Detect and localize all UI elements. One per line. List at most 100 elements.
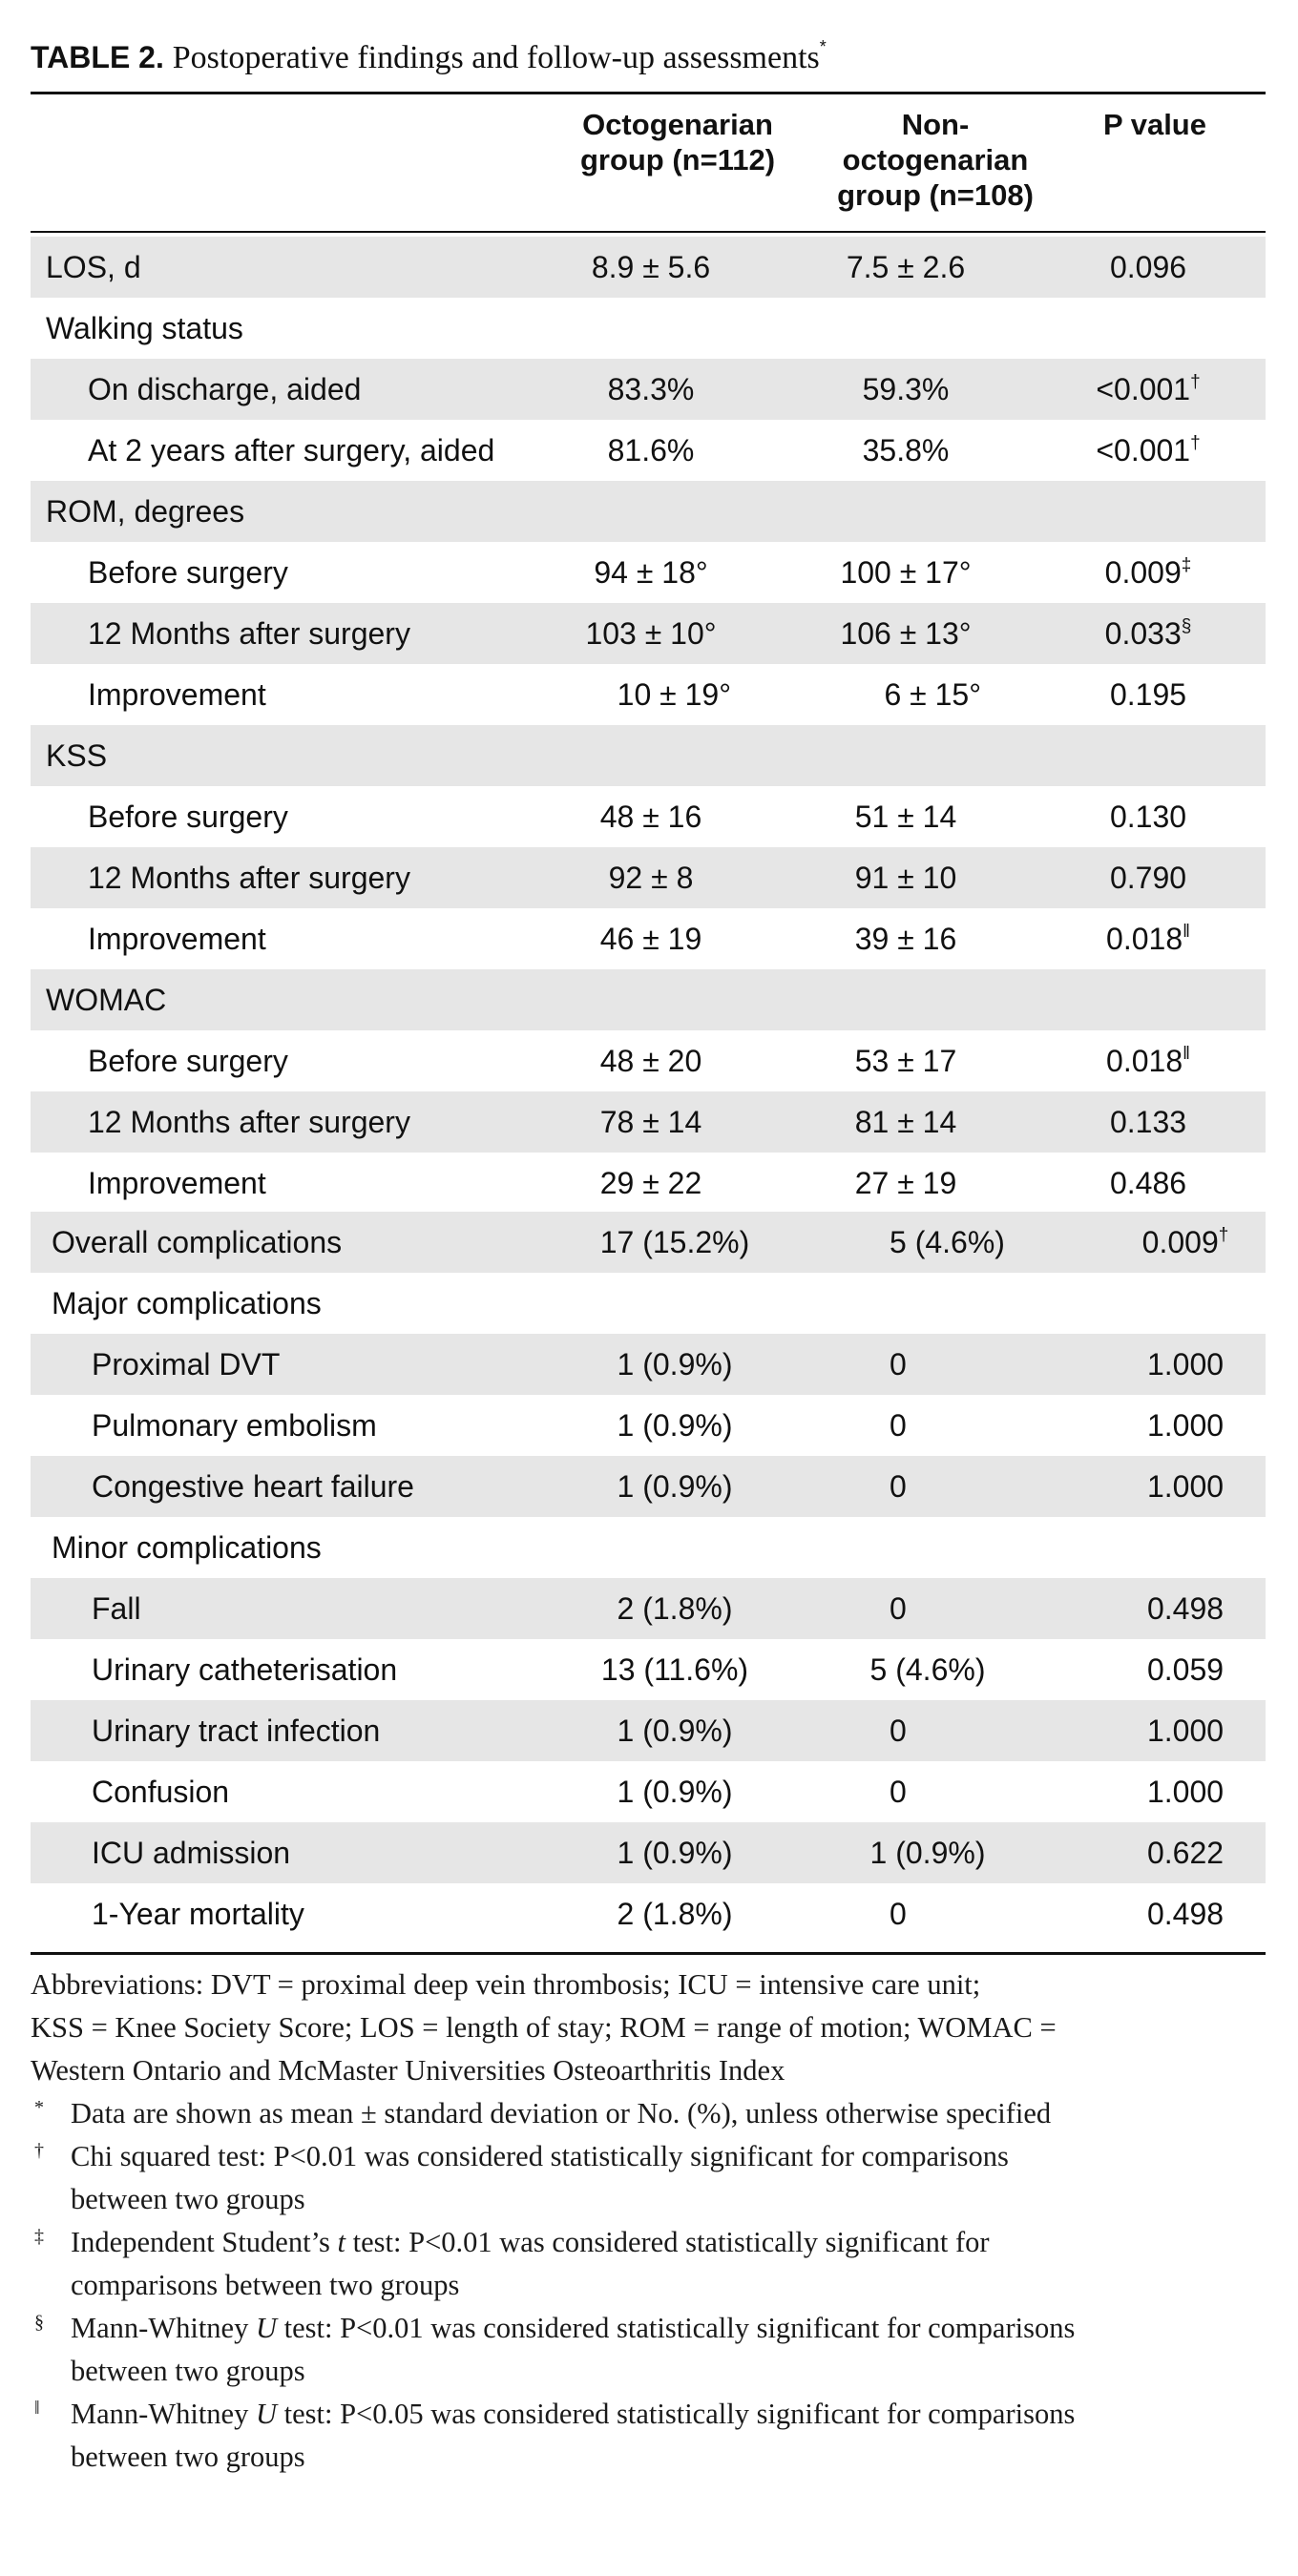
non-octogenarian-value <box>806 481 1006 542</box>
table-row: On discharge, aided 83.3% 59.3% <0.001† <box>31 359 1266 420</box>
footnote-section: § Mann-Whitney U test: P<0.01 was consid… <box>31 2307 1271 2393</box>
p-value-footnote-marker: † <box>1190 372 1201 392</box>
footnote-text: test: P<0.01 was considered statisticall… <box>345 2226 990 2258</box>
octogenarian-value: 1 (0.9%) <box>617 1836 733 1870</box>
table-row: ICU admission 1 (0.9%) 1 (0.9%) 0.622 <box>31 1822 1266 1883</box>
row-label: Walking status <box>46 311 243 345</box>
footnote-text: test: P<0.01 was considered statisticall… <box>277 2312 1076 2344</box>
row-label: ROM, degrees <box>46 494 245 529</box>
table-row: At 2 years after surgery, aided 81.6% 35.8… <box>31 420 1266 481</box>
p-value: <0.001† <box>1040 420 1256 481</box>
footnote-mark: * <box>34 2097 44 2118</box>
table-row: Before surgery 48 ± 16 51 ± 14 0.130 <box>31 786 1266 847</box>
non-octogenarian-value: 0 <box>890 1347 907 1381</box>
table-title: Postoperative findings and follow-up ass… <box>172 40 820 75</box>
non-octogenarian-value <box>806 298 1006 359</box>
p-value: 0.130 <box>1040 786 1256 847</box>
non-octogenarian-value: 0 <box>890 1469 907 1504</box>
p-value-footnote-marker: † <box>1190 433 1201 453</box>
p-value: <0.001† <box>1040 359 1256 420</box>
p-value: 1.000 <box>1090 1456 1281 1517</box>
table-row: Fall 2 (1.8%) 0 0.498 <box>31 1578 1266 1639</box>
table-section-row: Overall complications 17 (15.2%) 5 (4.6%) 0… <box>31 1212 1266 1273</box>
table-section-row: KSS <box>31 725 1266 786</box>
non-octogenarian-value: 0 <box>890 1775 907 1809</box>
table-row: Before surgery 94 ± 18° 100 ± 17° 0.009‡ <box>31 542 1266 603</box>
footnote-text: comparisons between two groups <box>71 2269 460 2301</box>
table-row: Improvement 29 ± 22 27 ± 19 0.486 <box>31 1153 1266 1214</box>
p-value-text: 0.498 <box>1146 1897 1225 1931</box>
octogenarian-value: 2 (1.8%) <box>617 1591 733 1626</box>
octogenarian-value: 81.6% <box>607 433 695 467</box>
table-row: Pulmonary embolism 1 (0.9%) 0 1.000 <box>31 1395 1266 1456</box>
p-value-text: 0.009 <box>1104 555 1182 590</box>
non-octogenarian-value: 0 <box>890 1591 907 1626</box>
abbreviations-line: Western Ontario and McMaster Universitie… <box>31 2054 785 2087</box>
non-octogenarian-value: 35.8% <box>862 433 950 467</box>
footnote-italic: U <box>255 2398 277 2430</box>
p-value: 0.009‡ <box>1040 542 1256 603</box>
non-octogenarian-value: 1 (0.9%) <box>869 1836 986 1870</box>
row-label: Pulmonary embolism <box>92 1408 377 1443</box>
non-octogenarian-value: 0 <box>890 1408 907 1443</box>
top-rule <box>31 92 1266 94</box>
header-rule <box>31 231 1266 233</box>
octogenarian-value: 48 ± 20 <box>599 1044 702 1078</box>
footnote-asterisk: * Data are shown as mean ± standard devi… <box>31 2092 1271 2135</box>
table-section-row: WOMAC <box>31 969 1266 1030</box>
p-value-text: 0.130 <box>1109 800 1187 834</box>
p-value-text: 1.000 <box>1146 1408 1225 1443</box>
row-label: Proximal DVT <box>92 1347 281 1381</box>
table-row: 12 Months after surgery 92 ± 8 91 ± 10 0.79… <box>31 847 1266 908</box>
table-row: Urinary catheterisation 13 (11.6%) 5 (4.6%… <box>31 1639 1266 1700</box>
octogenarian-value <box>534 725 767 786</box>
non-octogenarian-value: 53 ± 17 <box>854 1044 957 1078</box>
octogenarian-value <box>534 969 767 1030</box>
row-label: Fall <box>92 1591 141 1626</box>
footnote-text: Chi squared test: P<0.01 was considered … <box>71 2140 1009 2172</box>
p-value: 0.195 <box>1040 664 1256 725</box>
p-value-text: 1.000 <box>1146 1714 1225 1748</box>
table-row: Proximal DVT 1 (0.9%) 0 1.000 <box>31 1334 1266 1395</box>
p-value-footnote-marker: ‖ <box>1183 922 1190 942</box>
table-row: Improvement 46 ± 19 39 ± 16 0.018‖ <box>31 908 1266 969</box>
p-value-text: 0.498 <box>1146 1591 1225 1626</box>
non-octogenarian-value: 6 ± 15° <box>884 677 981 712</box>
row-label: At 2 years after surgery, aided <box>88 433 495 467</box>
p-value: 1.000 <box>1090 1700 1281 1761</box>
p-value-text: 0.486 <box>1109 1166 1187 1200</box>
p-value-footnote-marker: § <box>1181 616 1192 636</box>
octogenarian-value: 1 (0.9%) <box>617 1775 733 1809</box>
header-line: group (n=112) <box>579 143 776 177</box>
table-row: 1-Year mortality 2 (1.8%) 0 0.498 <box>31 1883 1266 1944</box>
footnote-mark: † <box>34 2140 44 2161</box>
p-value: 0.009† <box>1090 1212 1281 1273</box>
row-label: Improvement <box>88 677 266 712</box>
p-value: 0.059 <box>1090 1639 1281 1700</box>
caption-footnote-marker: * <box>819 37 827 56</box>
octogenarian-value: 1 (0.9%) <box>617 1714 733 1748</box>
octogenarian-value: 2 (1.8%) <box>617 1897 733 1931</box>
p-value: 0.486 <box>1040 1153 1256 1214</box>
octogenarian-value: 103 ± 10° <box>585 616 717 651</box>
p-value-text: 0.790 <box>1109 861 1187 895</box>
p-value-footnote-marker: ‡ <box>1181 555 1192 575</box>
footnote-text: Independent Student’s <box>71 2226 338 2258</box>
p-value-text: 0.018 <box>1106 1044 1183 1078</box>
p-value-text: 0.195 <box>1109 677 1187 712</box>
octogenarian-value: 1 (0.9%) <box>617 1469 733 1504</box>
column-header-octogenarian: Octogenarian group (n=112) <box>534 107 821 177</box>
row-label: Congestive heart failure <box>92 1469 414 1504</box>
p-value: 0.498 <box>1090 1578 1281 1639</box>
non-octogenarian-value <box>890 1517 928 1578</box>
table-section-row: Minor complications <box>31 1517 1266 1578</box>
row-label: Urinary catheterisation <box>92 1652 398 1687</box>
p-value: 0.622 <box>1090 1822 1281 1883</box>
row-label: Improvement <box>88 922 266 956</box>
row-label: Before surgery <box>88 800 288 834</box>
non-octogenarian-value: 59.3% <box>862 372 950 406</box>
footnote-text: test: P<0.05 was considered statisticall… <box>277 2398 1076 2430</box>
p-value: 0.018‖ <box>1040 1030 1256 1091</box>
p-value-text: 0.059 <box>1146 1652 1225 1687</box>
